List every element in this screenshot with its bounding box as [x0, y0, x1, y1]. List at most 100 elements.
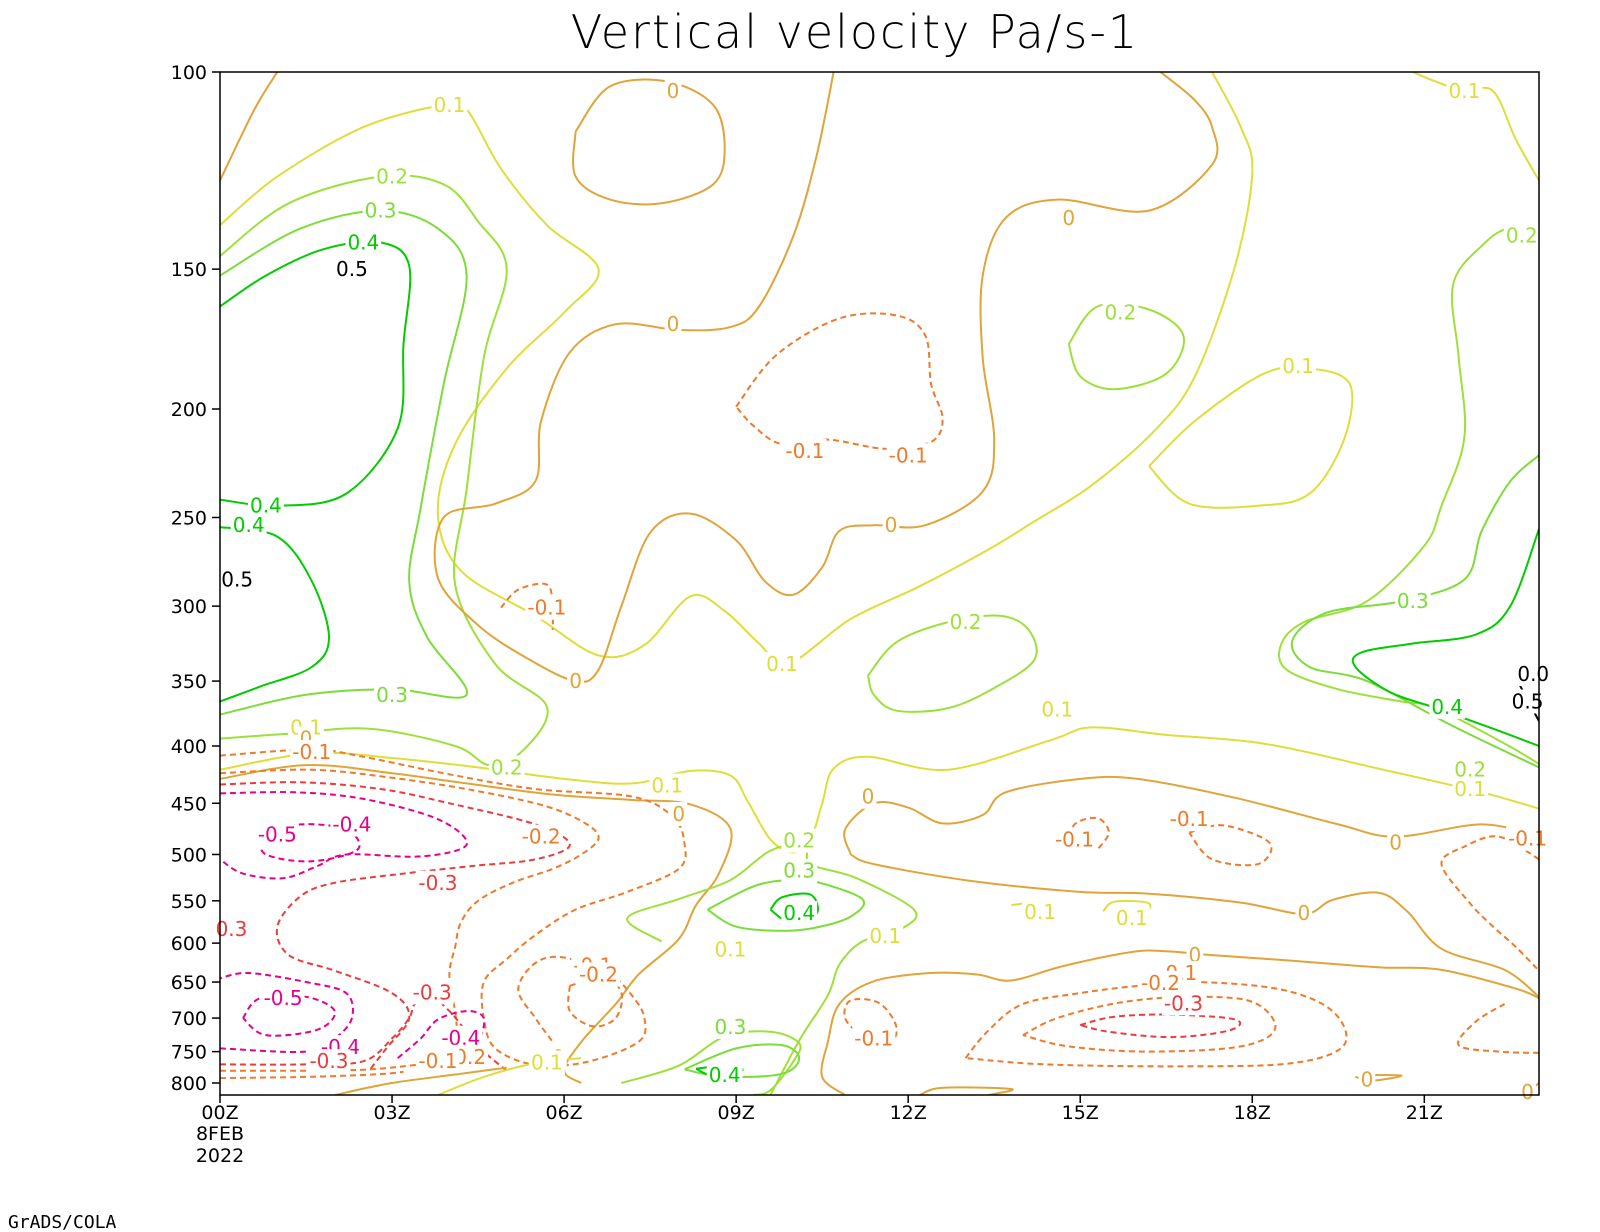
x-tick-label: 09Z — [718, 1102, 755, 1124]
contour-line-pos0 — [572, 78, 726, 206]
contour-label-bg — [576, 962, 621, 987]
contour-line-neg0_1 — [1067, 816, 1110, 851]
contour-label-bg — [1358, 1067, 1376, 1092]
contour-line-pos0_1 — [1148, 366, 1354, 509]
contour-label-bg — [649, 773, 686, 798]
contour-label-bg — [1503, 223, 1540, 248]
contour-label-bg — [1022, 900, 1058, 925]
contour-label-bg — [882, 513, 900, 538]
contour-label-bg — [664, 312, 682, 337]
y-tick-label: 200 — [171, 399, 207, 421]
contour-label: -0.1 — [527, 596, 566, 620]
y-tick-label: 450 — [171, 793, 207, 815]
contour-label: 0.4 — [783, 901, 815, 925]
contour-label-bg — [947, 610, 984, 635]
contour-label: -0.1 — [292, 740, 331, 764]
contour-label: -0.5 — [258, 823, 297, 847]
contour-label: 0.1 — [531, 1051, 563, 1075]
contour-label: 0.2 — [783, 829, 815, 853]
contour-label: 0.4 — [347, 230, 379, 254]
contour-label: 0.3 — [365, 199, 397, 223]
y-tick-label: 400 — [171, 736, 207, 758]
y-tick-label: 750 — [171, 1042, 207, 1064]
contour-label-bg — [261, 986, 305, 1011]
contour-label: 0.5 — [221, 567, 253, 591]
y-tick-label: 600 — [171, 933, 207, 955]
contour-label-bg — [1429, 694, 1466, 719]
contour-label: 0.4 — [1431, 695, 1463, 719]
contour-label: -0.1 — [1055, 828, 1094, 852]
contour-label: 0 — [1062, 206, 1075, 230]
contour-line-pos0 — [919, 1086, 1014, 1095]
contour-label-bg — [712, 1015, 749, 1040]
contour-label-bg — [307, 1049, 351, 1074]
contour-label-bg — [410, 980, 454, 1005]
contour-label: 0.5 — [1512, 689, 1544, 713]
x-date-label: 8FEB — [196, 1123, 244, 1145]
contour-label-bg — [416, 1049, 460, 1074]
contour-label: 0.1 — [1454, 777, 1486, 801]
contour-label: -0.4 — [332, 812, 371, 836]
contour-label-bg — [783, 438, 827, 463]
x-tick-label: 18Z — [1234, 1102, 1271, 1124]
contour-label: 0.1 — [1449, 79, 1481, 103]
contour-label-bg — [781, 828, 818, 853]
x-tick-label: 06Z — [545, 1102, 582, 1124]
contour-label-bg — [374, 682, 410, 707]
contour-label-bg — [886, 443, 930, 468]
contour-label: 0.1 — [651, 774, 683, 798]
contour-label-bg — [664, 79, 682, 104]
contour-label: 0 — [569, 669, 582, 693]
contour-line-neg0_1 — [1440, 835, 1539, 972]
contour-line-neg0_5 — [259, 823, 361, 863]
y-axis: 100 150 200 250 300 350 400 450 500 550 600 650 700 7… — [171, 62, 220, 1095]
contour-label-bg — [712, 937, 749, 962]
contour-line-neg0_1 — [964, 980, 1348, 1068]
contour-line-pos0 — [334, 1066, 507, 1095]
contour-line-pos0_4 — [220, 240, 412, 507]
contour-label: -0.3 — [309, 1049, 348, 1073]
contour-label: 0.3 — [783, 859, 815, 883]
contour-label: -0.1 — [418, 1049, 457, 1073]
contour-label: -0.2 — [579, 963, 618, 987]
contour-label: 0 — [862, 785, 875, 809]
contour-line-neg0_3 — [220, 781, 571, 1072]
contour-line-pos0_3 — [220, 209, 469, 716]
contour-label: 0.2 — [491, 755, 523, 779]
contour-label: 0.4 — [709, 1063, 741, 1087]
contour-line-neg0_4 — [220, 971, 354, 1053]
contour-line-neg0_1 — [1188, 824, 1273, 867]
contour-line-pos0_2 — [867, 614, 1038, 713]
contour-label: 0.4 — [233, 513, 265, 537]
x-tick-label: 15Z — [1062, 1102, 1099, 1124]
contour-line-pos0 — [433, 72, 1219, 683]
contour-label: 0 — [885, 513, 898, 537]
contour-line-neg0_3 — [1079, 1013, 1242, 1039]
contour-label-bg — [764, 652, 800, 677]
contour-label: 0.1 — [1041, 697, 1073, 721]
contour-label-bg — [1167, 807, 1211, 832]
contour-label-bg — [431, 92, 468, 117]
contour-line-neg0_1 — [220, 1070, 404, 1080]
contour-label: 0.1 — [869, 924, 901, 948]
contour-label-bg — [374, 164, 410, 189]
contour-line-pos0_1 — [220, 726, 1539, 854]
contour-label-bg — [345, 230, 382, 255]
plot-frame — [219, 71, 1540, 1096]
contour-label-bg — [333, 257, 370, 282]
contour-label: 0.3 — [376, 683, 408, 707]
y-tick-label: 250 — [171, 507, 207, 529]
contour-label-bg — [1060, 205, 1078, 230]
contour-line-neg0_4 — [220, 791, 468, 880]
contour-label-bg — [1394, 589, 1431, 614]
contour-label: 0.3 — [216, 917, 248, 941]
contour-label: -0.3 — [418, 871, 457, 895]
contour-label: 0.1 — [766, 652, 798, 676]
contour-label-bg — [1161, 991, 1205, 1016]
contour-label-bg — [219, 567, 256, 592]
contour-label: 0.3 — [1397, 589, 1429, 613]
contour-label: 0.1 — [1116, 906, 1148, 930]
contour-label: 0.2 — [376, 165, 408, 189]
contour-label-bg — [1506, 826, 1550, 851]
